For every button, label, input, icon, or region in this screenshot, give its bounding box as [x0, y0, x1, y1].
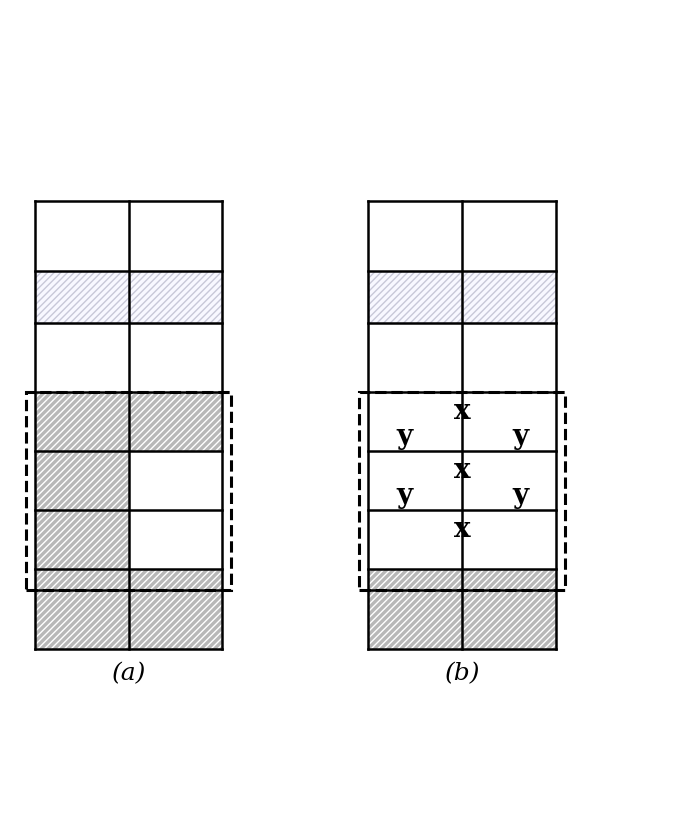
- Text: y: y: [396, 423, 412, 450]
- Text: x: x: [454, 516, 471, 543]
- Bar: [35, 570, 129, 591]
- Bar: [462, 451, 556, 511]
- Text: y: y: [512, 423, 528, 450]
- Bar: [35, 591, 129, 650]
- Bar: [462, 591, 556, 650]
- Bar: [368, 511, 462, 570]
- Bar: [462, 271, 556, 322]
- Bar: [368, 570, 462, 591]
- Bar: [368, 392, 462, 451]
- Bar: [129, 570, 222, 591]
- Bar: [129, 451, 222, 511]
- Bar: [35, 271, 129, 322]
- Bar: [462, 570, 556, 591]
- Bar: [368, 591, 462, 650]
- Bar: [129, 392, 222, 451]
- Bar: [35, 201, 129, 271]
- Text: (b): (b): [444, 662, 480, 686]
- Bar: [35, 511, 129, 570]
- Text: (a): (a): [111, 662, 146, 686]
- Text: x: x: [454, 456, 471, 484]
- Bar: [35, 511, 129, 570]
- Bar: [129, 271, 222, 322]
- Bar: [129, 201, 222, 271]
- Bar: [368, 322, 462, 392]
- Bar: [368, 451, 462, 511]
- Bar: [129, 570, 222, 591]
- Text: x: x: [454, 397, 471, 425]
- Bar: [129, 591, 222, 650]
- Bar: [129, 271, 222, 322]
- Bar: [368, 570, 462, 591]
- Bar: [35, 451, 129, 511]
- Bar: [129, 392, 222, 451]
- Bar: [462, 511, 556, 570]
- Bar: [368, 201, 462, 271]
- Bar: [368, 271, 462, 322]
- Bar: [35, 322, 129, 392]
- Bar: [462, 392, 556, 451]
- Bar: [35, 271, 129, 322]
- Bar: [359, 392, 565, 591]
- Bar: [462, 591, 556, 650]
- Bar: [129, 322, 222, 392]
- Bar: [368, 591, 462, 650]
- Bar: [462, 570, 556, 591]
- Bar: [368, 271, 462, 322]
- Bar: [35, 451, 129, 511]
- Bar: [35, 570, 129, 591]
- Bar: [35, 392, 129, 451]
- Bar: [35, 591, 129, 650]
- Bar: [129, 511, 222, 570]
- Bar: [129, 591, 222, 650]
- Text: y: y: [396, 482, 412, 509]
- Text: y: y: [512, 482, 528, 509]
- Bar: [26, 392, 231, 591]
- Bar: [462, 271, 556, 322]
- Bar: [462, 322, 556, 392]
- Bar: [35, 392, 129, 451]
- Bar: [462, 201, 556, 271]
